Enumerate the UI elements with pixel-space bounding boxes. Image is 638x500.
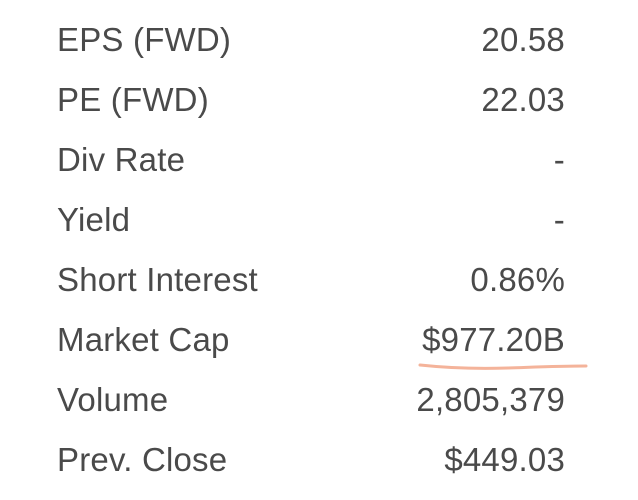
stat-row-eps-fwd: EPS (FWD) 20.58 xyxy=(57,10,565,70)
stat-label: Short Interest xyxy=(57,261,258,298)
stats-table: EPS (FWD) 20.58 PE (FWD) 22.03 Div Rate … xyxy=(57,10,588,490)
stat-value: $977.20B xyxy=(422,321,565,358)
stat-label: Volume xyxy=(57,381,169,418)
stat-label: Yield xyxy=(57,201,131,238)
stat-row-div-rate: Div Rate - xyxy=(57,130,565,190)
stat-value: 0.86% xyxy=(470,261,565,298)
stat-label: Div Rate xyxy=(57,141,186,178)
stat-value: 20.58 xyxy=(481,21,565,58)
stat-value: $449.03 xyxy=(444,441,565,478)
stat-label: Market Cap xyxy=(57,321,230,358)
stat-label: PE (FWD) xyxy=(57,81,209,118)
stat-row-volume: Volume 2,805,379 xyxy=(57,370,565,430)
stat-label: Prev. Close xyxy=(57,441,228,478)
stat-row-pe-fwd: PE (FWD) 22.03 xyxy=(57,70,565,130)
stat-value-highlighted: $977.20B xyxy=(418,321,588,370)
stat-value: - xyxy=(553,141,565,178)
stat-row-short-interest: Short Interest 0.86% xyxy=(57,250,565,310)
stat-label: EPS (FWD) xyxy=(57,21,232,58)
stat-value: - xyxy=(553,201,565,238)
stat-row-market-cap: Market Cap $977.20B xyxy=(57,310,588,370)
stat-row-yield: Yield - xyxy=(57,190,565,250)
stat-value: 22.03 xyxy=(481,81,565,118)
stat-row-prev-close: Prev. Close $449.03 xyxy=(57,430,565,490)
stat-value: 2,805,379 xyxy=(416,381,565,418)
